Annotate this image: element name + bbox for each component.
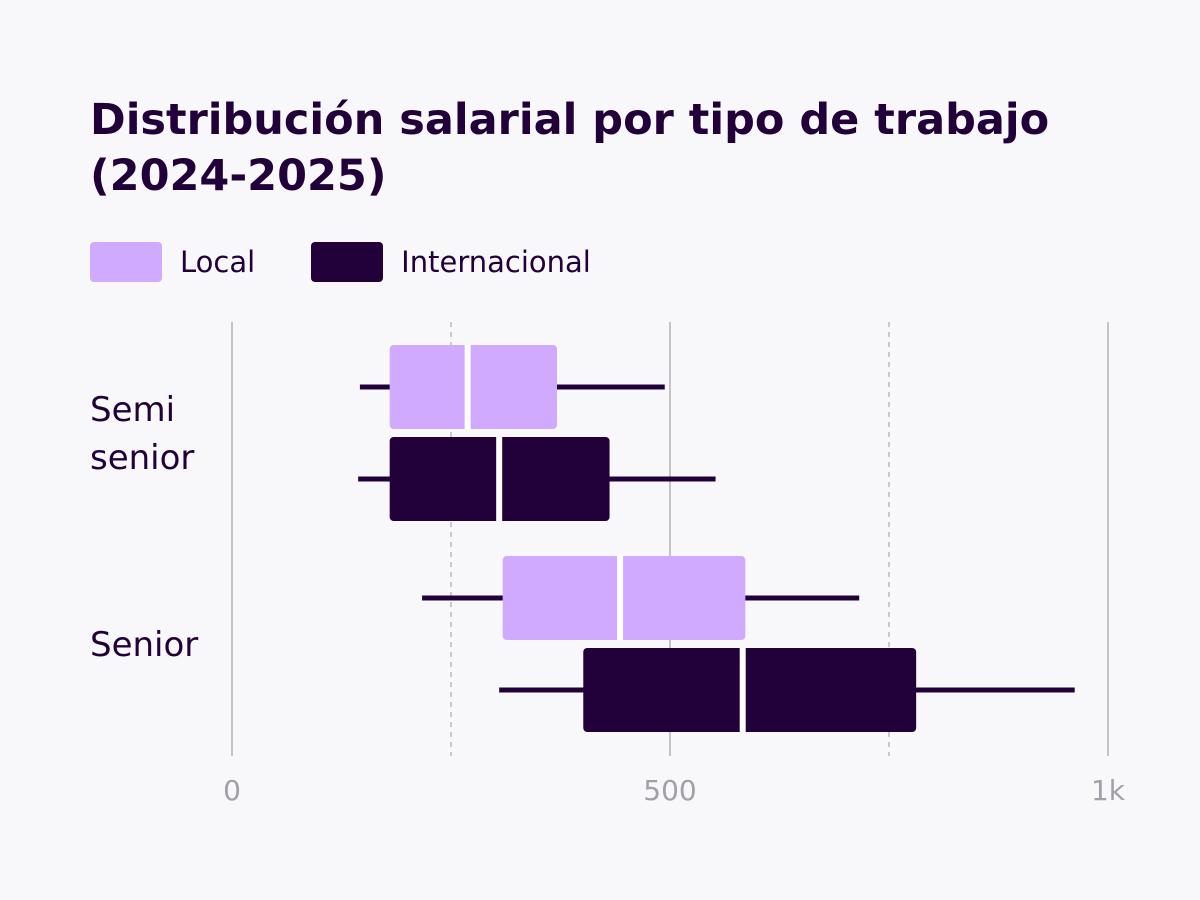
tick-label: 500 bbox=[643, 774, 696, 807]
box bbox=[502, 556, 746, 640]
legend-item-internacional: Internacional bbox=[311, 242, 591, 282]
legend: Local Internacional bbox=[90, 242, 647, 282]
category-label: Semi bbox=[90, 390, 175, 430]
legend-label-local: Local bbox=[180, 245, 256, 279]
box bbox=[389, 345, 557, 429]
tick-label: 0 bbox=[223, 774, 241, 807]
chart-title: Distribución salarial por tipo de trabaj… bbox=[90, 95, 1050, 201]
legend-swatch-local bbox=[90, 242, 162, 282]
category-label: senior bbox=[90, 438, 194, 478]
legend-swatch-internacional bbox=[311, 242, 384, 282]
tick-label: 1k bbox=[1091, 774, 1126, 807]
box bbox=[583, 648, 917, 732]
legend-item-local: Local bbox=[90, 242, 255, 282]
legend-label-internacional: Internacional bbox=[401, 245, 591, 279]
category-label: Senior bbox=[90, 625, 198, 665]
